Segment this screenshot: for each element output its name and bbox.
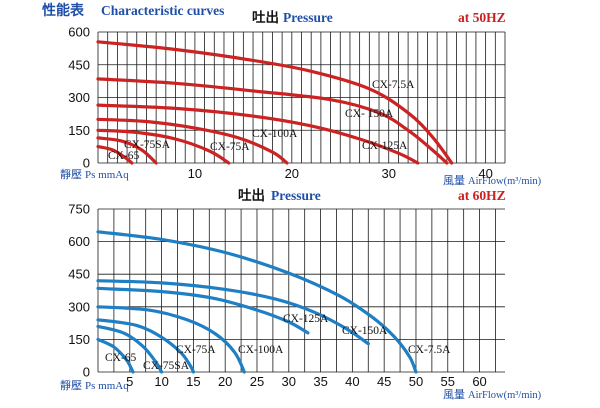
y-tick-label: 450 bbox=[68, 267, 90, 282]
curve-cx-150a bbox=[96, 77, 449, 165]
top-xlabel-en: AirFlow(m³/min) bbox=[468, 176, 542, 187]
y-tick-label: 600 bbox=[68, 25, 90, 40]
bottom-chart-title-cn: 吐出 bbox=[238, 187, 265, 204]
y-tick-label: 0 bbox=[83, 156, 90, 171]
curve-cx-65 bbox=[96, 337, 135, 374]
plot-60hz: 0 150 300 450 600 750 5 10 15 20 25 30 35 40 45 50 55 60 C… bbox=[68, 202, 505, 389]
x-tick-label: 30 bbox=[282, 374, 296, 389]
y-tick-label: 150 bbox=[68, 123, 90, 138]
x-tick-label: 60 bbox=[472, 374, 486, 389]
curve-label: CX-100A bbox=[252, 128, 298, 140]
curve-label: CX-75A bbox=[176, 344, 216, 356]
x-tick-label: 5 bbox=[126, 374, 133, 389]
bottom-xlabel-en: AirFlow(m³/min) bbox=[468, 390, 542, 401]
curve-cx-75a bbox=[96, 128, 231, 165]
curve-label: CX-75SA bbox=[143, 360, 190, 372]
curve-label: CX-7.5A bbox=[408, 344, 451, 356]
curve-cx-100a bbox=[96, 305, 246, 374]
x-tick-label: 40 bbox=[478, 166, 492, 181]
curve-cx-7-5a bbox=[96, 230, 418, 374]
header-title-en: Characteristic curves bbox=[101, 3, 224, 18]
x-tick-label: 35 bbox=[313, 374, 327, 389]
curve-label: CX- 150A bbox=[345, 108, 394, 120]
top-xlabel-cn: 風量 bbox=[443, 174, 465, 187]
curve-cx-75sa bbox=[96, 136, 158, 165]
curve-label: CX-75SA bbox=[124, 139, 171, 151]
x-tick-label: 50 bbox=[409, 374, 423, 389]
x-tick-label: 10 bbox=[154, 374, 168, 389]
x-tick-label: 15 bbox=[186, 374, 200, 389]
y-tick-label: 300 bbox=[68, 299, 90, 314]
x-tick-label: 20 bbox=[285, 166, 299, 181]
y-tick-label: 600 bbox=[68, 234, 90, 249]
bottom-chart-title-en: Pressure bbox=[271, 188, 321, 203]
x-tick-label: 40 bbox=[345, 374, 359, 389]
top-ylabel-cn: 靜壓 bbox=[60, 167, 82, 181]
x-tick-label: 45 bbox=[377, 374, 391, 389]
curve-cx-125a bbox=[96, 286, 310, 335]
curve-label: CX-100A bbox=[238, 344, 284, 356]
curve-cx-75sa bbox=[96, 324, 164, 374]
curve-label: CX-125A bbox=[283, 313, 329, 325]
top-chart-title-cn: 吐出 bbox=[252, 9, 279, 26]
bottom-chart-frequency: at 60HZ bbox=[458, 188, 506, 203]
curve-cx-7-5a bbox=[96, 40, 454, 165]
x-tick-label: 25 bbox=[250, 374, 264, 389]
header-title-cn: 性能表 bbox=[42, 2, 85, 19]
curve-label: CX-65 bbox=[105, 352, 137, 364]
x-tick-label: 55 bbox=[441, 374, 455, 389]
curve-cx-100a bbox=[96, 117, 289, 165]
top-chart-title-en: Pressure bbox=[283, 10, 333, 25]
bottom-ylabel-en: Ps mmAq bbox=[85, 380, 129, 392]
bottom-ylabel-cn: 靜壓 bbox=[60, 378, 82, 392]
curve-cx-65 bbox=[96, 145, 134, 165]
y-tick-label: 450 bbox=[68, 57, 90, 72]
curve-cx-75a bbox=[96, 318, 195, 374]
top-ylabel-en: Ps mmAq bbox=[85, 169, 129, 181]
y-tick-label: 750 bbox=[68, 202, 90, 217]
curve-cx-125a bbox=[96, 103, 420, 165]
x-tick-label: 30 bbox=[381, 166, 395, 181]
curve-label: CX-125A bbox=[362, 140, 408, 152]
curve-label: CX-65 bbox=[108, 150, 140, 162]
y-tick-label: 300 bbox=[68, 90, 90, 105]
x-tick-label: 10 bbox=[188, 166, 202, 181]
curve-label: CX-7.5A bbox=[372, 79, 415, 91]
plot-50hz: 0 150 300 450 600 10 20 30 40 CX-7.5A CX- 150A CX-1… bbox=[68, 25, 506, 181]
curve-cx-150a bbox=[96, 279, 370, 346]
x-tick-label: 20 bbox=[218, 374, 232, 389]
y-tick-label: 150 bbox=[68, 332, 90, 347]
bottom-xlabel-cn: 風量 bbox=[443, 388, 465, 401]
curve-label: CX-150A bbox=[342, 325, 388, 337]
curve-label: CX-75A bbox=[210, 141, 250, 153]
top-chart-frequency: at 50HZ bbox=[458, 10, 506, 25]
y-tick-label: 0 bbox=[83, 365, 90, 380]
